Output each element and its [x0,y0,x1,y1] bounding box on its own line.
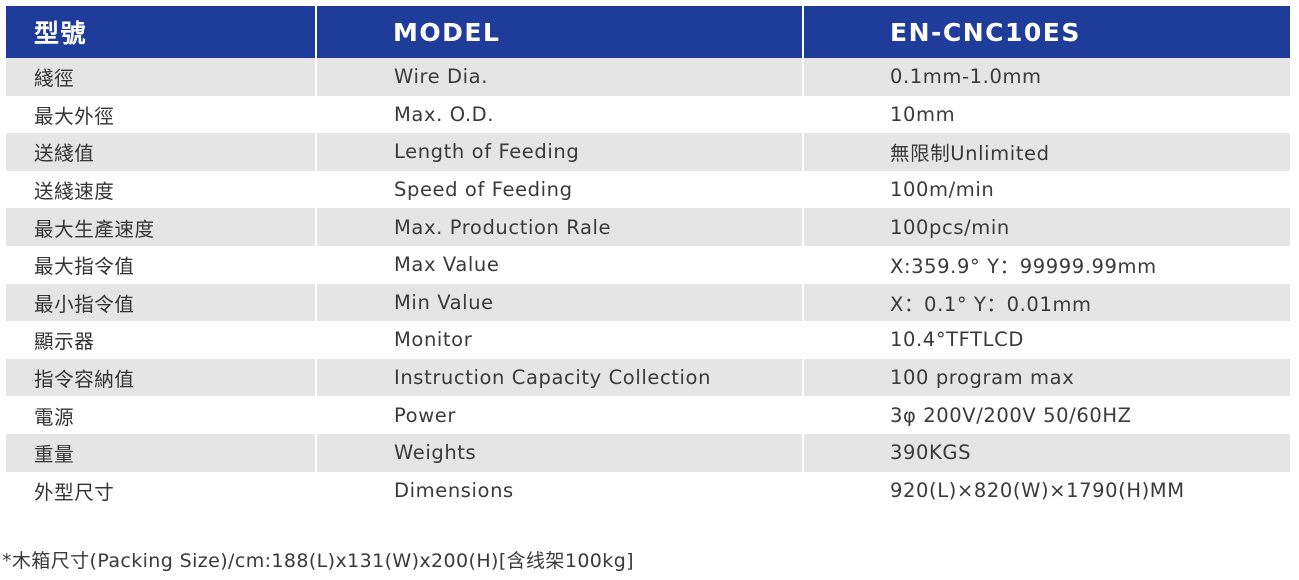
table-row: 外型尺寸 Dimensions 920(L)×820(W)×1790(H)MM [6,471,1290,510]
header-model: EN-CNC10ES [803,6,1290,58]
spec-label-en: Max. Production Rale [316,208,804,246]
spec-label-en: Speed of Feeding [316,170,804,209]
spec-label-zh: 送綫速度 [6,170,317,209]
spec-value: 100pcs/min [803,208,1290,246]
spec-table-body: 綫徑 Wire Dia. 0.1mm-1.0mm 最大外徑 Max. O.D. … [6,58,1290,510]
header-label-en: MODEL [316,6,804,58]
spec-value: 100m/min [803,170,1290,209]
spec-value: 0.1mm-1.0mm [803,58,1290,96]
packing-size-footnote: *木箱尺寸(Packing Size)/cm:188(L)x131(W)x200… [2,550,634,572]
spec-value: X：0.1° Y：0.01mm [803,283,1290,322]
spec-table: 型號 MODEL EN-CNC10ES 綫徑 Wire Dia. 0.1mm-1… [6,6,1290,510]
table-row: 送綫值 Length of Feeding 無限制Unlimited [6,133,1290,171]
spec-label-zh: 指令容納值 [6,358,317,397]
spec-value: 3φ 200V/200V 50/60HZ [803,396,1290,434]
spec-label-zh: 綫徑 [6,58,317,96]
spec-label-zh: 外型尺寸 [6,471,317,510]
spec-label-en: Dimensions [316,471,804,510]
spec-label-zh: 送綫值 [6,133,317,171]
table-row: 重量 Weights 390KGS [6,433,1290,472]
spec-value: 無限制Unlimited [803,133,1290,171]
spec-label-zh: 最小指令值 [6,283,317,322]
table-row: 顯示器 Monitor 10.4°TFTLCD [6,321,1290,359]
table-row: 送綫速度 Speed of Feeding 100m/min [6,170,1290,209]
spec-table-header: 型號 MODEL EN-CNC10ES [6,6,1290,58]
spec-label-en: Instruction Capacity Collection [316,358,804,397]
spec-label-en: Length of Feeding [316,133,804,171]
spec-label-zh: 顯示器 [6,321,317,359]
header-label-zh: 型號 [6,6,317,58]
spec-value: X:359.9° Y：99999.99mm [803,245,1290,284]
spec-label-en: Wire Dia. [316,58,804,96]
table-row: 最大外徑 Max. O.D. 10mm [6,95,1290,134]
spec-label-en: Monitor [316,321,804,359]
spec-label-zh: 最大指令值 [6,245,317,284]
spec-label-en: Max. O.D. [316,95,804,134]
table-row: 最小指令值 Min Value X：0.1° Y：0.01mm [6,283,1290,322]
table-row: 電源 Power 3φ 200V/200V 50/60HZ [6,396,1290,434]
spec-label-zh: 最大外徑 [6,95,317,134]
spec-value: 10mm [803,95,1290,134]
table-row: 最大生產速度 Max. Production Rale 100pcs/min [6,208,1290,246]
spec-label-zh: 重量 [6,433,317,472]
table-row: 綫徑 Wire Dia. 0.1mm-1.0mm [6,58,1290,96]
table-row: 最大指令值 Max Value X:359.9° Y：99999.99mm [6,245,1290,284]
spec-value: 390KGS [803,433,1290,472]
spec-label-en: Min Value [316,283,804,322]
header-model-text: EN-CNC10ES [890,17,1081,47]
spec-value: 10.4°TFTLCD [803,321,1290,359]
spec-value: 100 program max [803,358,1290,397]
spec-label-zh: 電源 [6,396,317,434]
table-row: 指令容納值 Instruction Capacity Collection 10… [6,358,1290,397]
header-label-en-text: MODEL [393,17,501,47]
spec-label-en: Weights [316,433,804,472]
spec-label-en: Max Value [316,245,804,284]
header-label-zh-text: 型號 [34,19,88,48]
spec-value: 920(L)×820(W)×1790(H)MM [803,471,1290,510]
spec-label-zh: 最大生產速度 [6,208,317,246]
spec-label-en: Power [316,396,804,434]
header-row: 型號 MODEL EN-CNC10ES [6,6,1290,58]
